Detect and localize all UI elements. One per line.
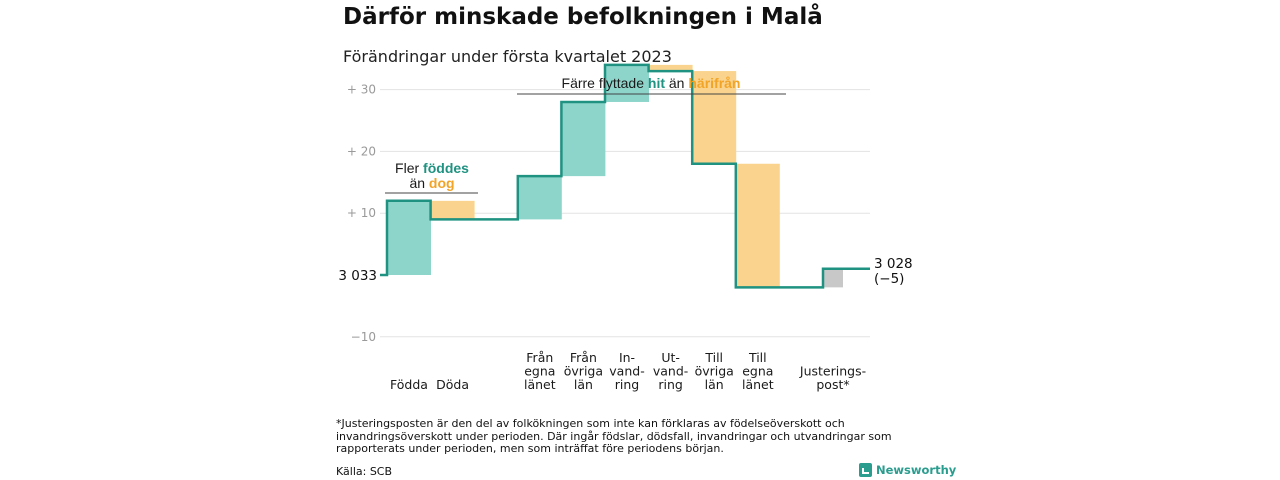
waterfall-line xyxy=(380,63,870,289)
annotation-births-text1: Fler xyxy=(395,160,423,176)
svg-text:än dog: än dog xyxy=(409,175,454,191)
bar-2 xyxy=(517,176,562,220)
category-label-4: In-vand-ring xyxy=(609,350,644,392)
chart-title: Därför minskade befolkningen i Malå xyxy=(343,4,823,30)
annotation-births-highlight2: dog xyxy=(429,175,455,191)
end-value-label: 3 028 xyxy=(874,256,913,272)
bar-0 xyxy=(387,200,431,275)
annotation-births: Fler föddes än dog xyxy=(385,160,478,194)
bar-8 xyxy=(823,268,843,288)
annotation-births-highlight1: föddes xyxy=(423,160,469,176)
chart-subtitle: Förändringar under första kvartalet 2023 xyxy=(343,47,672,66)
end-labels: 3 033 3 028(−5) xyxy=(338,256,912,287)
bar-7 xyxy=(735,163,780,288)
category-label-7: Till egna länet xyxy=(742,350,774,392)
footnote: *Justeringsposten är den del av folkökni… xyxy=(336,417,892,455)
category-label-5: Ut-vand-ring xyxy=(653,350,688,392)
brand-name: Newsworthy xyxy=(876,463,957,477)
annotation-births-text2: än xyxy=(409,175,428,191)
annotation-migration-text2: än xyxy=(665,75,688,91)
annotation-migration-highlight2: härifrån xyxy=(688,75,740,91)
bar-5 xyxy=(648,64,693,72)
y-tick-label-0: + 30 xyxy=(347,83,376,97)
bars xyxy=(387,64,843,288)
category-label-8: Justerings-post* xyxy=(799,364,866,393)
annotation-migration-text1: Färre flyttade xyxy=(562,75,648,91)
start-value-label: 3 033 xyxy=(338,268,377,284)
category-label-2: Från egna länet xyxy=(524,350,556,392)
category-label-6: Till övriga län xyxy=(695,350,734,392)
y-tick-labels: + 30 + 20 + 10 −10 xyxy=(347,83,376,344)
source-label: Källa: SCB xyxy=(336,465,393,478)
annotation-migration-highlight1: hit xyxy=(648,75,665,91)
newsworthy-icon xyxy=(859,463,872,477)
waterfall-chart: + 30 + 20 + 10 −10 Födda Döda Från egna länetFr… xyxy=(338,63,913,392)
brand-logo: Newsworthy xyxy=(859,463,956,477)
y-tick-label-2: + 10 xyxy=(347,206,376,220)
y-tick-label-1: + 20 xyxy=(347,144,376,158)
category-label-1: Döda xyxy=(436,377,469,392)
step-line xyxy=(380,63,870,289)
svg-text:Färre flyttade hit än härifrån: Färre flyttade hit än härifrån xyxy=(562,75,741,91)
category-label-0: Födda xyxy=(390,377,428,392)
bar-6 xyxy=(692,71,737,164)
bar-3 xyxy=(561,101,606,177)
annotation-migration: Färre flyttade hit än härifrån xyxy=(517,75,786,95)
svg-text:Fler föddes: Fler föddes xyxy=(395,160,469,176)
end-change-label: (−5) xyxy=(874,271,904,287)
category-label-3: Från övriga län xyxy=(564,350,603,392)
y-tick-label-3: −10 xyxy=(351,330,376,344)
bar-1 xyxy=(430,200,475,220)
bar-4 xyxy=(605,64,649,102)
